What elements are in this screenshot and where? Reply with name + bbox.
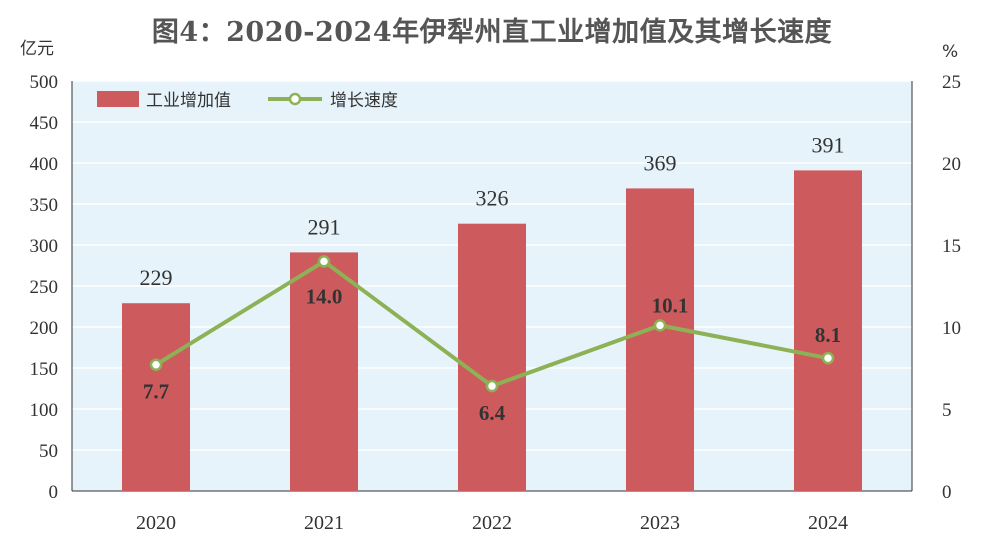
bar-value-label: 291 [308, 214, 341, 239]
bar-value-label: 229 [140, 265, 173, 290]
y-left-tick-label: 200 [30, 318, 59, 339]
y-right-tick-label: 5 [942, 400, 952, 421]
growth-value-label: 8.1 [815, 323, 841, 347]
y-left-tick-label: 500 [30, 72, 59, 93]
y-left-tick-label: 0 [49, 482, 59, 503]
left-axis-unit: 亿元 [20, 39, 54, 59]
bar-value-label: 391 [812, 132, 845, 157]
x-tick-label: 2023 [640, 512, 680, 534]
y-right-tick-label: 15 [942, 236, 961, 257]
y-left-tick-label: 450 [30, 113, 59, 134]
growth-value-label: 6.4 [479, 401, 506, 425]
bar [290, 252, 358, 491]
growth-value-label: 7.7 [143, 380, 169, 404]
bar [122, 303, 190, 491]
y-left-tick-label: 150 [30, 359, 59, 380]
bar [626, 188, 694, 492]
bar [458, 223, 526, 491]
y-left-tick-label: 250 [30, 277, 59, 298]
chart-title: 图4：2020-2024年伊犁州直工业增加值及其增长速度 [151, 17, 833, 48]
y-right-tick-label: 25 [942, 72, 961, 93]
y-right-tick-label: 0 [942, 482, 952, 503]
y-left-tick-label: 300 [30, 236, 59, 257]
y-left-tick-label: 100 [30, 400, 59, 421]
y-left-tick-label: 50 [39, 441, 58, 462]
bar [794, 170, 862, 491]
bar-value-label: 326 [476, 186, 509, 211]
legend-bar-swatch [97, 91, 139, 107]
right-axis-unit: % [942, 42, 959, 62]
legend-line-label: 增长速度 [330, 91, 398, 111]
y-left-tick-label: 400 [30, 154, 59, 175]
legend-bar-label: 工业增加值 [146, 91, 231, 111]
growth-value-label: 10.1 [652, 293, 689, 317]
growth-value-label: 14.0 [306, 284, 343, 308]
growth-point [485, 379, 499, 393]
y-left-tick-label: 350 [30, 195, 59, 216]
growth-point [653, 319, 667, 332]
growth-point [821, 351, 835, 365]
x-tick-label: 2020 [136, 512, 176, 534]
growth-point [317, 255, 331, 268]
x-tick-label: 2021 [304, 512, 344, 534]
growth-point [149, 358, 163, 371]
y-right-tick-label: 20 [942, 154, 961, 175]
x-tick-label: 2022 [472, 512, 512, 534]
y-right-tick-label: 10 [942, 318, 961, 339]
legend-line-marker [288, 92, 302, 106]
x-tick-label: 2024 [808, 512, 848, 534]
bar-value-label: 369 [644, 150, 677, 175]
